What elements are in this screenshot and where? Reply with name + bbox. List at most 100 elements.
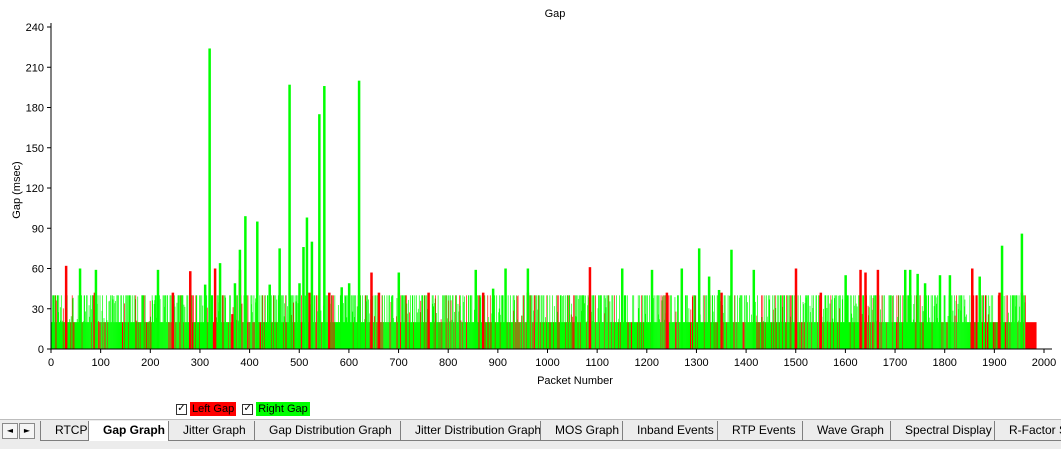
baseline-bar	[1005, 295, 1007, 349]
baseline-bar	[815, 295, 817, 349]
baseline-bar	[196, 295, 198, 349]
baseline-bar	[523, 295, 524, 349]
baseline-bar	[610, 322, 611, 349]
baseline-bar	[927, 295, 929, 349]
baseline-bar	[570, 322, 572, 349]
baseline-bar	[327, 322, 329, 349]
y-tick-label: 120	[26, 183, 44, 195]
baseline-bar	[221, 322, 222, 349]
baseline-bar	[838, 295, 840, 349]
baseline-bar	[545, 322, 547, 349]
baseline-bar	[578, 295, 580, 349]
baseline-bar	[193, 295, 194, 349]
tab-rtp-events[interactable]: RTP Events	[717, 421, 806, 441]
baseline-bar	[700, 322, 702, 349]
baseline-bar	[206, 295, 208, 349]
baseline-bar	[619, 322, 621, 349]
baseline-bar	[73, 322, 75, 349]
baseline-bar	[839, 295, 841, 349]
baseline-bar	[616, 322, 618, 349]
tab-mos-graph[interactable]: MOS Graph	[540, 421, 626, 441]
baseline-bar	[887, 322, 888, 349]
baseline-bar	[465, 322, 466, 349]
baseline-bar	[249, 322, 250, 349]
baseline-bar	[657, 295, 658, 349]
baseline-bar	[626, 295, 628, 349]
baseline-bar	[798, 322, 800, 349]
baseline-bar	[459, 305, 461, 349]
baseline-bar	[1004, 322, 1005, 349]
baseline-bar	[530, 295, 532, 349]
baseline-bar	[135, 322, 137, 349]
baseline-bar	[1017, 322, 1018, 349]
baseline-bar	[991, 322, 993, 349]
baseline-bar	[147, 322, 149, 349]
baseline-bar	[944, 295, 945, 349]
tab-jitter-distribution-graph[interactable]: Jitter Distribution Graph	[400, 421, 544, 441]
tab-wave-graph[interactable]: Wave Graph	[802, 421, 894, 441]
baseline-bar	[444, 322, 446, 349]
baseline-bar	[140, 322, 142, 349]
tab-r-factor-statistics[interactable]: R-Factor Statistics	[994, 421, 1061, 441]
baseline-bar	[879, 322, 881, 349]
baseline-bar	[740, 295, 741, 349]
baseline-bar	[561, 322, 563, 349]
baseline-bar	[613, 322, 614, 349]
baseline-bar	[656, 322, 657, 349]
baseline-bar	[806, 295, 808, 349]
baseline-bar	[636, 322, 638, 349]
baseline-bar	[836, 322, 838, 349]
baseline-bar	[112, 295, 113, 349]
tab-scroll-left-button[interactable]: ◄	[2, 423, 18, 439]
baseline-bar	[869, 295, 871, 349]
baseline-bar	[519, 322, 520, 349]
baseline-bar	[852, 322, 854, 349]
baseline-bar	[587, 305, 588, 349]
baseline-bar	[93, 295, 94, 349]
baseline-bar	[857, 322, 859, 349]
baseline-bar	[676, 322, 678, 349]
y-tick-label: 180	[26, 103, 44, 115]
baseline-bar	[755, 322, 757, 349]
tab-jitter-graph[interactable]: Jitter Graph	[168, 421, 258, 441]
baseline-bar	[990, 295, 992, 349]
baseline-bar	[777, 322, 779, 349]
tab-gap-distribution-graph[interactable]: Gap Distribution Graph	[254, 421, 404, 441]
tab-spectral-display[interactable]: Spectral Display	[890, 421, 998, 441]
baseline-bar	[816, 295, 817, 349]
baseline-bar	[761, 322, 763, 349]
tab-scroll-right-button[interactable]: ►	[19, 423, 35, 439]
baseline-bar	[882, 295, 884, 349]
baseline-bar	[600, 295, 602, 349]
baseline-bar	[200, 322, 202, 349]
baseline-bar	[122, 295, 124, 349]
baseline-bar	[690, 322, 692, 349]
left-gap-checkbox[interactable]: ✓	[176, 403, 187, 415]
baseline-bar	[174, 295, 175, 349]
baseline-bar	[426, 295, 428, 349]
baseline-bar	[150, 316, 151, 349]
tab-rtcp[interactable]: RTCP	[40, 421, 92, 441]
baseline-bar	[149, 322, 151, 349]
baseline-bar	[163, 295, 165, 349]
baseline-bar	[572, 322, 574, 349]
baseline-bar	[848, 322, 850, 349]
baseline-bar	[180, 295, 181, 349]
baseline-bar	[238, 322, 239, 349]
baseline-bar	[913, 322, 915, 349]
right-gap-checkbox[interactable]: ✓	[242, 403, 254, 415]
baseline-bar	[826, 307, 828, 349]
baseline-bar	[224, 322, 225, 349]
baseline-bar	[529, 322, 530, 349]
baseline-bar	[334, 322, 335, 349]
baseline-bar	[305, 295, 306, 349]
tab-gap-graph[interactable]: Gap Graph	[88, 421, 172, 441]
baseline-bar	[558, 322, 560, 349]
x-tick-label: 1800	[932, 357, 956, 369]
x-tick-label: 1200	[635, 357, 659, 369]
baseline-bar	[616, 295, 617, 349]
baseline-bar	[790, 316, 791, 349]
tab-inband-events[interactable]: Inband Events	[622, 421, 721, 441]
baseline-bar	[197, 322, 199, 349]
